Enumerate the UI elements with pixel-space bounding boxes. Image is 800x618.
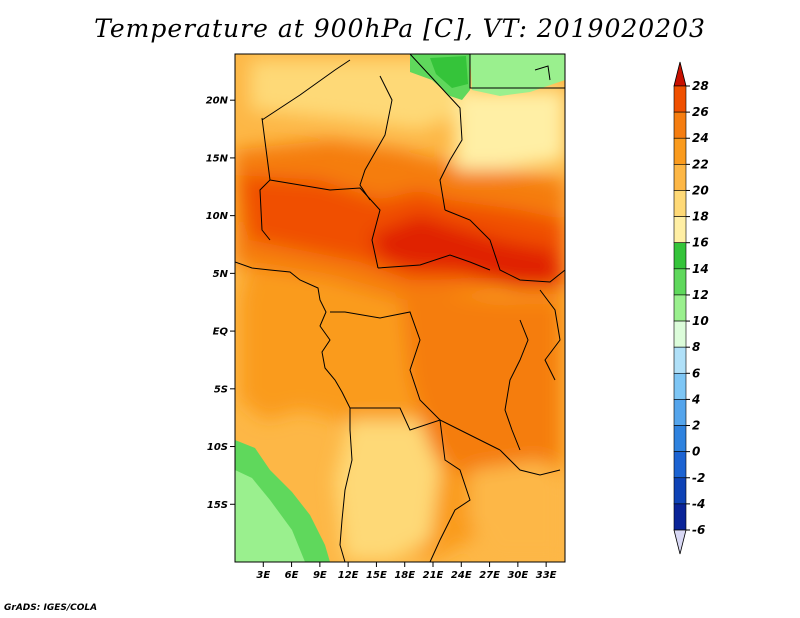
- colorbar-label-1: 26: [692, 105, 709, 119]
- field-14-libya: [430, 56, 468, 88]
- colorbar-bottom-arrow: [673, 529, 687, 555]
- colorbar-label-4: 20: [692, 183, 709, 197]
- colorbar-label-3: 22: [692, 157, 709, 171]
- colorbar-label-11: 6: [692, 366, 700, 380]
- lon-label-9E: 9E: [313, 570, 327, 581]
- border-mali: [259, 117, 271, 241]
- lon-label-21E: 21E: [423, 570, 444, 581]
- border-nigeria: [269, 179, 381, 269]
- lon-label-6E: 6E: [285, 570, 299, 581]
- colorbar-label-14: 0: [692, 445, 700, 459]
- lon-label-12E: 12E: [338, 570, 359, 581]
- great-lakes: [504, 319, 529, 451]
- field-10-atlantic: [235, 470, 305, 562]
- colorbar-segment-9: [673, 320, 687, 348]
- colorbar-label-13: 2: [692, 419, 700, 433]
- border-kenya-uganda: [539, 289, 561, 381]
- field-16-egypt: [455, 90, 565, 170]
- field-28-core: [370, 215, 560, 285]
- lat-label-15S: 15S: [207, 500, 228, 511]
- colorbar-label-5: 18: [692, 210, 709, 224]
- field-20-zambia: [470, 460, 565, 562]
- colorbar-segment-11: [673, 372, 687, 400]
- border-egypt: [469, 54, 565, 89]
- field-18-angola: [335, 420, 440, 560]
- border-niger-chad: [359, 75, 393, 201]
- sinai: [534, 65, 551, 81]
- lon-label-30E: 30E: [507, 570, 528, 581]
- colorbar-segment-13: [673, 425, 687, 452]
- lat-label-15N: 15N: [206, 153, 229, 164]
- colorbar-label-0: 28: [692, 79, 709, 93]
- colorbar-label-2: 24: [692, 131, 709, 145]
- field-18-sahara: [250, 60, 470, 130]
- border-sudan-south: [444, 209, 565, 283]
- colorbar-label-6: 16: [692, 236, 709, 250]
- border-zambia: [499, 449, 561, 476]
- colorbar-label-16: -4: [692, 497, 705, 511]
- field-24-east: [400, 290, 560, 480]
- lat-label-20N: 20N: [206, 96, 229, 107]
- colorbar-label-8: 12: [692, 288, 709, 302]
- plot-frame: [234, 53, 566, 563]
- temperature-field: [235, 54, 565, 562]
- colorbar-segment-5: [673, 216, 687, 244]
- longitude-axis: 3E 6E 9E 12E 15E 18E 21E 24E 27E 30E 33E: [256, 562, 557, 581]
- field-10-egypt: [470, 54, 565, 96]
- colorbar-segment-8: [673, 294, 687, 322]
- border-algeria-mali: [261, 59, 351, 121]
- colorbar-segment-3: [673, 164, 687, 191]
- lon-label-18E: 18E: [394, 570, 415, 581]
- grads-credit: GrADS: IGES/COLA: [4, 603, 98, 613]
- lat-label-10S: 10S: [207, 442, 228, 453]
- colorbar-top-arrow: [673, 61, 687, 87]
- colorbar-segment-0: [673, 85, 687, 113]
- lon-label-27E: 27E: [479, 570, 500, 581]
- colorbar-segment-7: [673, 268, 687, 296]
- border-chad-sudan: [409, 54, 463, 211]
- coastline-west: [235, 261, 353, 562]
- colorbar-segment-2: [673, 137, 687, 165]
- colorbar-segment-10: [673, 346, 687, 374]
- lat-label-EQ: EQ: [213, 327, 229, 338]
- boundaries: [235, 54, 565, 562]
- colorbar-label-9: 10: [692, 314, 709, 328]
- colorbar-segment-14: [673, 451, 687, 479]
- lon-label-3E: 3E: [256, 570, 270, 581]
- colorbar-label-17: -6: [692, 523, 705, 537]
- border-angola: [350, 407, 471, 562]
- border-drc: [330, 311, 501, 451]
- lat-label-5S: 5S: [214, 384, 228, 395]
- colorbar-label-10: 8: [692, 340, 700, 354]
- colorbar-segment-6: [673, 242, 687, 270]
- lon-label-24E: 24E: [451, 570, 472, 581]
- lat-label-10N: 10N: [206, 211, 229, 222]
- colorbar-label-15: -2: [692, 471, 705, 485]
- colorbar-label-7: 14: [692, 262, 709, 276]
- colorbar-segment-15: [673, 477, 687, 505]
- colorbar-segment-12: [673, 399, 687, 426]
- lon-label-33E: 33E: [536, 570, 557, 581]
- lon-label-15E: 15E: [366, 570, 387, 581]
- border-car: [377, 254, 491, 271]
- map-title: Temperature at 900hPa [C], VT: 201902020…: [94, 14, 706, 43]
- lat-label-5N: 5N: [213, 269, 229, 280]
- colorbar-segment-16: [673, 503, 687, 531]
- latitude-axis: 20N 15N 10N 5N EQ 5S 10S 15S: [206, 96, 235, 511]
- colorbar-segment-1: [673, 111, 687, 139]
- colorbar-segment-4: [673, 190, 687, 217]
- colorbar-label-12: 4: [691, 392, 700, 406]
